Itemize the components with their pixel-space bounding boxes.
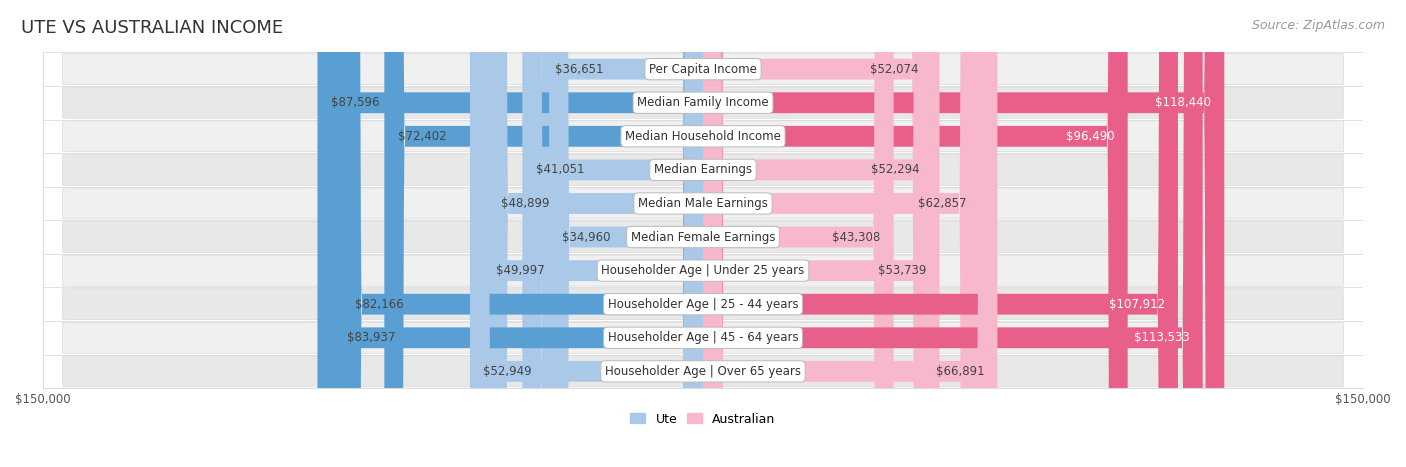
FancyBboxPatch shape [318,0,703,467]
FancyBboxPatch shape [703,0,997,467]
FancyBboxPatch shape [63,87,1343,118]
Text: $49,997: $49,997 [496,264,546,277]
Text: UTE VS AUSTRALIAN INCOME: UTE VS AUSTRALIAN INCOME [21,19,283,37]
FancyBboxPatch shape [703,0,980,467]
Text: $72,402: $72,402 [398,130,446,143]
FancyBboxPatch shape [703,0,1225,467]
FancyBboxPatch shape [69,221,1343,253]
Text: $82,166: $82,166 [354,297,404,311]
FancyBboxPatch shape [63,121,1343,152]
FancyBboxPatch shape [384,0,703,467]
FancyBboxPatch shape [703,0,939,467]
Text: $41,051: $41,051 [536,163,583,177]
Text: $107,912: $107,912 [1108,297,1164,311]
FancyBboxPatch shape [69,120,1343,152]
FancyBboxPatch shape [550,0,703,467]
Text: Median Female Earnings: Median Female Earnings [631,231,775,244]
Text: Source: ZipAtlas.com: Source: ZipAtlas.com [1251,19,1385,32]
FancyBboxPatch shape [470,0,703,467]
Text: Median Household Income: Median Household Income [626,130,780,143]
FancyBboxPatch shape [703,0,934,467]
FancyBboxPatch shape [333,0,703,467]
FancyBboxPatch shape [69,255,1343,286]
FancyBboxPatch shape [703,0,1178,467]
Text: $66,891: $66,891 [935,365,984,378]
Text: $43,308: $43,308 [832,231,880,244]
FancyBboxPatch shape [63,222,1343,253]
Text: Median Earnings: Median Earnings [654,163,752,177]
Text: $83,937: $83,937 [347,331,395,344]
Text: Householder Age | Over 65 years: Householder Age | Over 65 years [605,365,801,378]
Legend: Ute, Australian: Ute, Australian [630,412,776,425]
Text: $36,651: $36,651 [555,63,603,76]
FancyBboxPatch shape [69,53,1343,85]
FancyBboxPatch shape [63,356,1343,387]
Text: $62,857: $62,857 [918,197,966,210]
FancyBboxPatch shape [488,0,703,467]
Text: $96,490: $96,490 [1066,130,1115,143]
FancyBboxPatch shape [63,289,1343,319]
Text: $53,739: $53,739 [877,264,927,277]
Text: $52,074: $52,074 [870,63,920,76]
FancyBboxPatch shape [69,289,1343,320]
FancyBboxPatch shape [482,0,703,467]
Text: $52,294: $52,294 [872,163,920,177]
Text: $118,440: $118,440 [1156,96,1211,109]
FancyBboxPatch shape [63,255,1343,286]
FancyBboxPatch shape [541,0,703,467]
FancyBboxPatch shape [703,0,932,467]
Text: $113,533: $113,533 [1133,331,1189,344]
FancyBboxPatch shape [69,87,1343,119]
Text: $52,949: $52,949 [484,365,531,378]
FancyBboxPatch shape [69,188,1343,219]
FancyBboxPatch shape [63,322,1343,353]
Text: Median Family Income: Median Family Income [637,96,769,109]
FancyBboxPatch shape [69,154,1343,186]
Text: Householder Age | 25 - 44 years: Householder Age | 25 - 44 years [607,297,799,311]
FancyBboxPatch shape [703,0,1202,467]
Text: Householder Age | 45 - 64 years: Householder Age | 45 - 64 years [607,331,799,344]
FancyBboxPatch shape [342,0,703,467]
FancyBboxPatch shape [63,155,1343,185]
Text: Per Capita Income: Per Capita Income [650,63,756,76]
FancyBboxPatch shape [703,0,1128,467]
Text: Median Male Earnings: Median Male Earnings [638,197,768,210]
FancyBboxPatch shape [63,188,1343,219]
FancyBboxPatch shape [69,322,1343,354]
FancyBboxPatch shape [522,0,703,467]
Text: $34,960: $34,960 [562,231,610,244]
Text: $48,899: $48,899 [501,197,550,210]
Text: $87,596: $87,596 [330,96,380,109]
FancyBboxPatch shape [63,54,1343,85]
FancyBboxPatch shape [69,355,1343,387]
Text: Householder Age | Under 25 years: Householder Age | Under 25 years [602,264,804,277]
FancyBboxPatch shape [703,0,894,467]
